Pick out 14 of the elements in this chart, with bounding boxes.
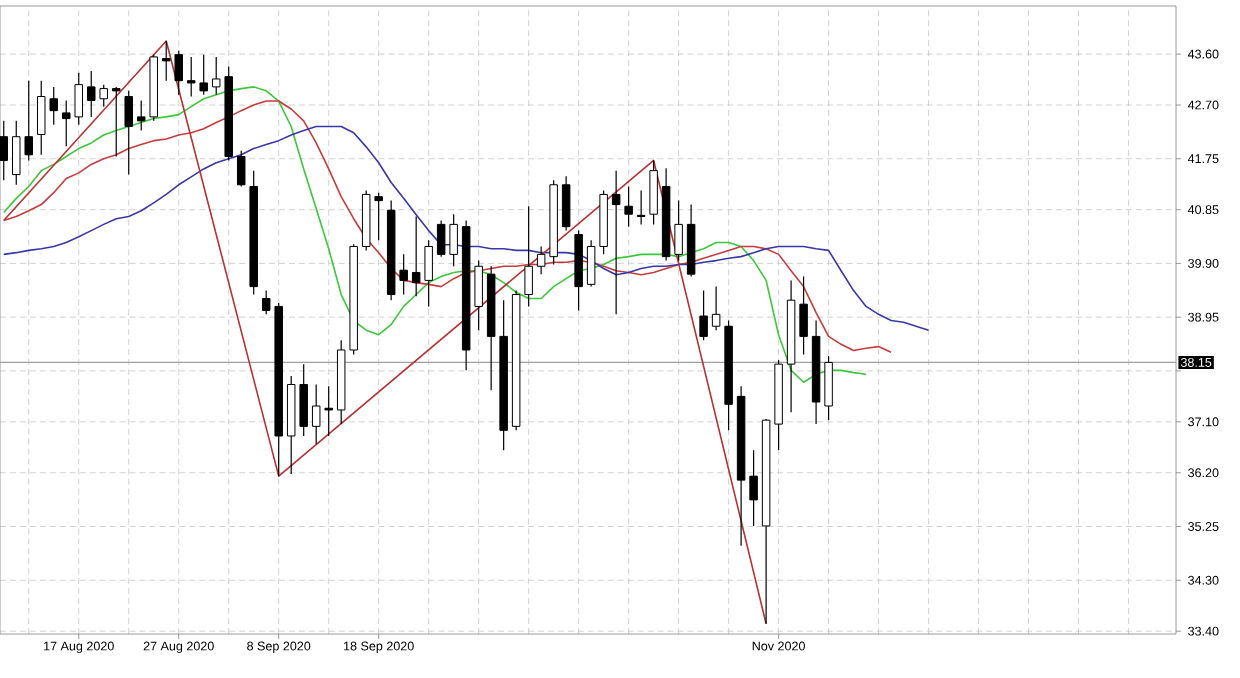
candlestick bbox=[561, 175, 571, 232]
candlestick bbox=[636, 189, 646, 225]
candlestick bbox=[236, 150, 246, 188]
candlestick bbox=[824, 355, 833, 421]
candlestick bbox=[649, 159, 658, 225]
candlestick bbox=[0, 120, 8, 181]
candlestick bbox=[799, 275, 808, 356]
candlestick bbox=[124, 90, 133, 176]
candlestick bbox=[111, 86, 121, 158]
line-series bbox=[2, 40, 767, 625]
candlestick bbox=[624, 185, 633, 228]
candlestick bbox=[586, 239, 596, 288]
candlestick bbox=[611, 170, 621, 315]
candlestick bbox=[699, 289, 708, 341]
